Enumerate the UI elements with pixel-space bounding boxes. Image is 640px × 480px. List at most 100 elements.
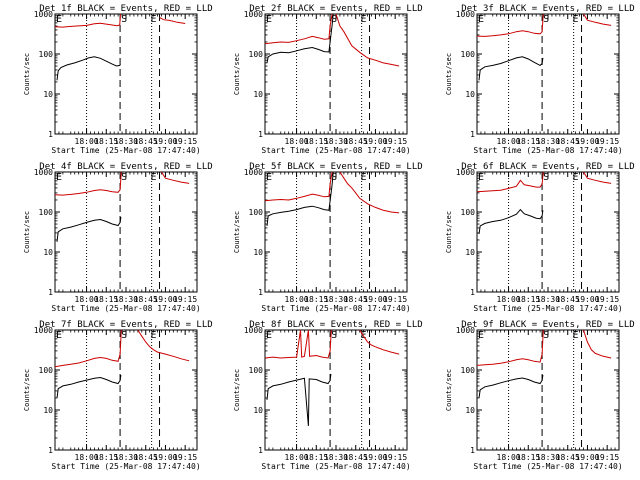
lld-tail-series-line: [583, 172, 612, 184]
y-tick-label: 1: [258, 446, 263, 455]
x-tick-label: 18:15: [304, 453, 328, 462]
y-tick-label: 10: [465, 406, 475, 415]
x-tick-label: 19:00: [575, 453, 599, 462]
y-axis-ticks: [477, 13, 619, 135]
x-tick-label: 19:15: [173, 295, 197, 304]
end-marker-label: E: [573, 330, 579, 341]
x-tick-label: 18:00: [497, 295, 521, 304]
panel-det-7: Det 7f BLACK = Events, RED = LLD 1 10 100 10…: [23, 320, 213, 471]
x-tick-label: 19:15: [173, 137, 197, 146]
panel-title: Det 4f BLACK = Events, RED = LLD: [39, 162, 212, 172]
y-tick-label: 1: [48, 446, 53, 455]
start-marker-label: S: [543, 330, 549, 341]
events-series-line: [56, 56, 121, 81]
x-axis-ticks: [54, 330, 198, 450]
x-axis-label: Start Time (25-Mar-08 17:47:40): [473, 146, 622, 155]
y-tick-label: 10: [253, 248, 263, 257]
x-tick-label: 19:00: [153, 295, 177, 304]
panel-title: Det 2f BLACK = Events, RED = LLD: [249, 4, 422, 14]
x-tick-label: 19:15: [383, 137, 407, 146]
y-tick-label: 100: [461, 208, 476, 217]
plot-frame: [476, 329, 620, 451]
y-tick-label: 100: [39, 208, 54, 217]
panel-title: Det 8f BLACK = Events, RED = LLD: [249, 320, 422, 330]
y-axis-ticks: [477, 171, 619, 293]
y-tick-label: 10: [465, 90, 475, 99]
y-tick-label: 1000: [34, 10, 53, 19]
end-marker-label: E: [573, 14, 579, 25]
x-tick-label: 18:30: [324, 453, 348, 462]
y-tick-label: 100: [249, 366, 264, 375]
x-axis-label: Start Time (25-Mar-08 17:47:40): [51, 462, 200, 471]
y-tick-label: 10: [43, 248, 53, 257]
x-tick-label: 19:15: [595, 453, 619, 462]
panel-title: Det 5f BLACK = Events, RED = LLD: [249, 162, 422, 172]
lld-series-line: [477, 172, 544, 193]
x-axis-ticks: [476, 330, 620, 450]
end-marker-label: E: [361, 172, 367, 183]
lld-series-line: [265, 172, 333, 202]
y-axis-ticks: [265, 329, 407, 451]
x-tick-label: 18:00: [497, 137, 521, 146]
y-axis-ticks: [265, 171, 407, 293]
x-tick-label: 18:45: [556, 295, 580, 304]
x-tick-label: 19:00: [575, 295, 599, 304]
x-tick-label: 18:00: [75, 295, 99, 304]
left-marker-label: E: [266, 172, 272, 183]
end-marker-label: E: [573, 172, 579, 183]
events-series-line: [266, 14, 334, 63]
data-series: [477, 14, 612, 81]
y-axis-ticks: [55, 13, 197, 135]
x-axis-label: Start Time (25-Mar-08 17:47:40): [473, 304, 622, 313]
events-series-line: [56, 216, 122, 242]
x-tick-label: 19:15: [595, 295, 619, 304]
y-axis-ticks: [477, 329, 619, 451]
y-tick-label: 100: [249, 208, 264, 217]
lld-series-line: [55, 330, 122, 368]
start-marker-label: S: [331, 330, 337, 341]
y-axis-label: Counts/sec: [233, 211, 241, 253]
x-tick-label: 18:45: [344, 453, 368, 462]
y-tick-label: 1: [470, 446, 475, 455]
x-tick-label: 18:15: [304, 137, 328, 146]
start-marker-label: S: [121, 14, 127, 25]
y-tick-label: 100: [39, 50, 54, 59]
y-axis-label: Counts/sec: [445, 369, 453, 411]
x-tick-label: 19:00: [363, 453, 387, 462]
y-axis-label: Counts/sec: [233, 53, 241, 95]
lld-series-line: [265, 330, 332, 359]
events-series-line: [478, 208, 544, 235]
panel-det-2: Det 2f BLACK = Events, RED = LLD 1 10 100 10…: [233, 4, 423, 155]
y-tick-label: 1000: [456, 10, 475, 19]
y-tick-label: 1000: [244, 326, 263, 335]
x-axis-label: Start Time (25-Mar-08 17:47:40): [51, 304, 200, 313]
x-axis-ticks: [264, 330, 408, 450]
x-tick-label: 19:00: [153, 137, 177, 146]
plot-frame: [54, 329, 198, 451]
x-tick-label: 19:15: [595, 137, 619, 146]
x-tick-label: 18:45: [134, 295, 158, 304]
x-tick-label: 18:15: [94, 295, 118, 304]
start-marker-label: S: [543, 14, 549, 25]
events-series-line: [266, 373, 332, 426]
x-tick-label: 18:30: [536, 137, 560, 146]
x-tick-label: 19:00: [363, 295, 387, 304]
lld-tail-series-line: [359, 330, 400, 355]
lld-tail-series-line: [159, 16, 186, 24]
y-axis-label: Counts/sec: [445, 53, 453, 95]
x-axis-ticks: [476, 14, 620, 134]
lld-tail-series-line: [161, 172, 190, 184]
x-tick-label: 18:00: [285, 137, 309, 146]
x-axis-ticks: [54, 172, 198, 292]
panel-title: Det 1f BLACK = Events, RED = LLD: [39, 4, 212, 14]
y-tick-label: 1000: [456, 326, 475, 335]
end-marker-label: E: [151, 172, 157, 183]
left-marker-label: E: [478, 172, 484, 183]
plot-frame: [54, 13, 198, 135]
start-marker-label: S: [331, 14, 337, 25]
y-tick-label: 1000: [244, 168, 263, 177]
x-tick-label: 18:00: [285, 295, 309, 304]
y-axis-label: Counts/sec: [445, 211, 453, 253]
x-tick-label: 18:00: [497, 453, 521, 462]
